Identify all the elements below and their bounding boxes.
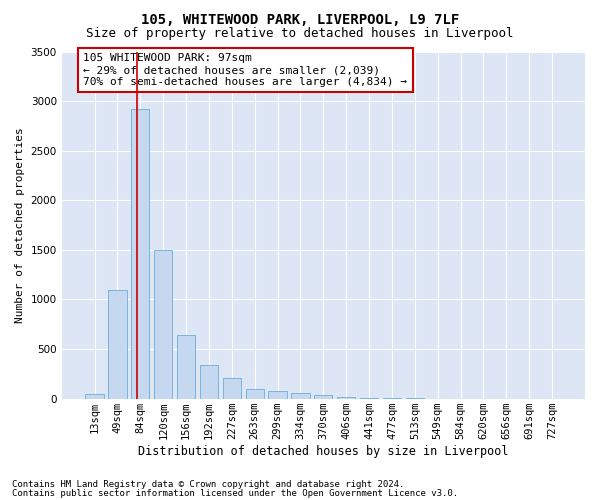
- Bar: [85, 394, 104, 398]
- Text: 105 WHITEWOOD PARK: 97sqm
← 29% of detached houses are smaller (2,039)
70% of se: 105 WHITEWOOD PARK: 97sqm ← 29% of detac…: [83, 54, 407, 86]
- Bar: [154, 250, 172, 398]
- Bar: [268, 390, 287, 398]
- Bar: [314, 395, 332, 398]
- Bar: [200, 365, 218, 398]
- X-axis label: Distribution of detached houses by size in Liverpool: Distribution of detached houses by size …: [138, 444, 509, 458]
- Bar: [292, 393, 310, 398]
- Bar: [177, 335, 195, 398]
- Text: Contains HM Land Registry data © Crown copyright and database right 2024.: Contains HM Land Registry data © Crown c…: [12, 480, 404, 489]
- Bar: [109, 290, 127, 399]
- Text: Contains public sector information licensed under the Open Government Licence v3: Contains public sector information licen…: [12, 488, 458, 498]
- Bar: [131, 109, 149, 399]
- Y-axis label: Number of detached properties: Number of detached properties: [15, 127, 25, 323]
- Bar: [337, 396, 355, 398]
- Bar: [223, 378, 241, 398]
- Text: Size of property relative to detached houses in Liverpool: Size of property relative to detached ho…: [86, 28, 514, 40]
- Bar: [245, 388, 264, 398]
- Text: 105, WHITEWOOD PARK, LIVERPOOL, L9 7LF: 105, WHITEWOOD PARK, LIVERPOOL, L9 7LF: [141, 12, 459, 26]
